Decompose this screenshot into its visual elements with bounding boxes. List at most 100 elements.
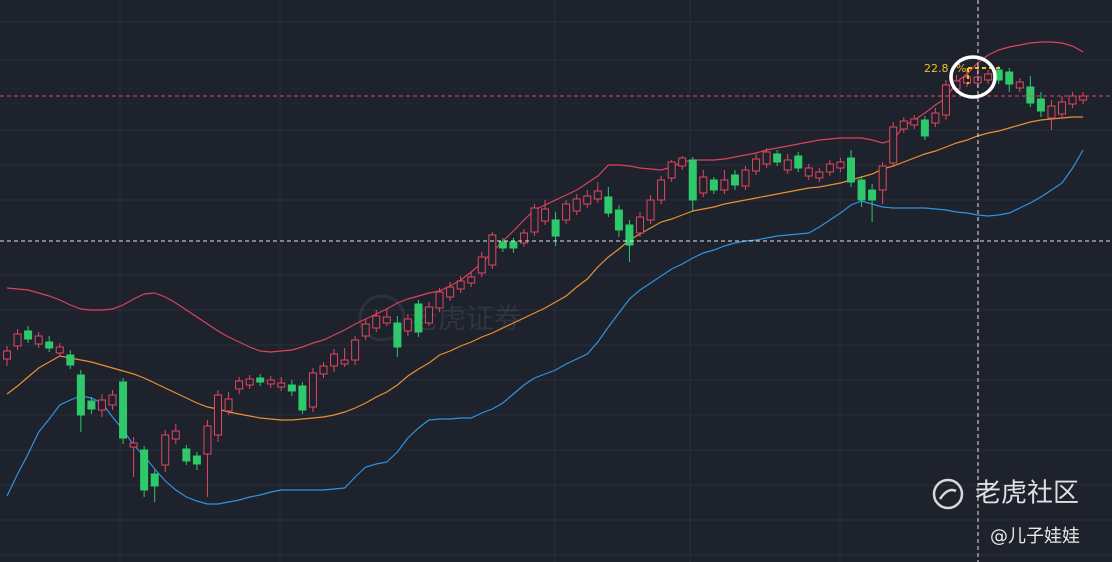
annotation-unit: % xyxy=(956,62,966,75)
range-marker xyxy=(967,67,1002,84)
candle-body xyxy=(308,372,317,408)
candle-body xyxy=(878,165,887,191)
candle-body xyxy=(435,291,444,309)
candle-body xyxy=(467,276,476,284)
candle-body xyxy=(614,209,623,231)
candle-body xyxy=(625,224,634,246)
candle-body xyxy=(171,430,180,440)
candle-body xyxy=(667,161,676,179)
candle-body xyxy=(498,241,507,249)
candle-body xyxy=(519,232,528,244)
candle-body xyxy=(847,157,855,183)
candle-body xyxy=(45,341,54,349)
candle-body xyxy=(730,174,739,186)
candle-body xyxy=(414,303,423,333)
candle-body xyxy=(192,455,201,465)
candle-body xyxy=(1036,98,1045,112)
candle-body xyxy=(477,256,486,274)
candle-body xyxy=(699,176,708,194)
candle-body xyxy=(1058,101,1066,115)
candle-body xyxy=(889,126,898,164)
candle-body xyxy=(1026,86,1035,104)
candle-body xyxy=(1015,81,1024,89)
candle-body xyxy=(678,157,687,167)
candle-body xyxy=(13,333,22,347)
candle-body xyxy=(97,399,106,411)
candle-body xyxy=(530,207,539,233)
candle-body xyxy=(899,120,908,130)
author: @儿子娃娃 xyxy=(990,526,1080,547)
plot xyxy=(3,41,1088,505)
candle-body xyxy=(1005,71,1014,85)
candle-body xyxy=(150,473,159,487)
candle-body xyxy=(235,380,244,390)
candle-body xyxy=(446,286,455,298)
brand-logo xyxy=(932,478,964,510)
candle-body xyxy=(3,350,11,360)
candle-body xyxy=(372,315,381,329)
candle-body xyxy=(794,155,803,169)
candle-body xyxy=(562,203,571,221)
candle-body xyxy=(425,306,433,324)
candle-body xyxy=(741,169,750,187)
candle-body xyxy=(709,179,718,191)
candle-body xyxy=(87,400,96,410)
candle-body xyxy=(762,151,771,165)
candle-body xyxy=(224,398,233,412)
candle-body xyxy=(551,219,560,237)
candle-body xyxy=(984,73,993,81)
candle-body xyxy=(773,153,782,163)
candle-body xyxy=(393,322,402,348)
candle-body xyxy=(287,384,296,392)
candle-body xyxy=(319,365,328,375)
candle-body xyxy=(403,318,412,332)
candle-body xyxy=(161,434,170,466)
candle-body xyxy=(351,339,360,361)
annotation-value: 22.8 xyxy=(924,62,949,75)
candle-body xyxy=(76,374,85,416)
candle-body xyxy=(825,163,834,173)
band-line xyxy=(6,116,1084,421)
candle-body xyxy=(361,323,370,337)
candle-body xyxy=(815,171,824,179)
candle-body xyxy=(1068,95,1077,105)
candle-body xyxy=(108,394,117,406)
candle-body xyxy=(804,167,813,177)
candle-body xyxy=(752,158,761,172)
candle-body xyxy=(66,354,75,366)
candle-body xyxy=(182,448,191,462)
candle-body xyxy=(657,179,666,201)
band-line xyxy=(6,149,1084,505)
candle-body xyxy=(941,84,950,116)
candle-body xyxy=(593,190,602,200)
candle-body xyxy=(1047,105,1056,119)
candle-body xyxy=(256,377,265,383)
candle-body xyxy=(140,449,149,491)
candle-body xyxy=(330,353,339,367)
candle-body xyxy=(572,198,581,212)
candle-body xyxy=(456,280,465,290)
candle-body xyxy=(636,216,644,234)
candle-body xyxy=(214,394,222,436)
candle-body xyxy=(34,335,43,345)
candle-body xyxy=(857,179,866,201)
candle-body xyxy=(1079,95,1088,101)
candle-body xyxy=(119,381,128,439)
highlight-circle xyxy=(949,55,997,99)
candle-body xyxy=(340,359,349,365)
candle-body xyxy=(583,195,592,205)
candle-body xyxy=(129,442,138,448)
candle-body xyxy=(920,119,929,137)
candle-body xyxy=(266,379,275,385)
candle-body xyxy=(277,382,286,388)
candle-body xyxy=(488,234,497,266)
candle-body xyxy=(203,425,212,455)
candle-body xyxy=(783,159,792,171)
candle-body xyxy=(541,208,550,222)
candle-body xyxy=(836,161,845,169)
candle-body xyxy=(688,159,697,201)
candle-body xyxy=(720,179,729,191)
candle-body xyxy=(245,378,254,386)
